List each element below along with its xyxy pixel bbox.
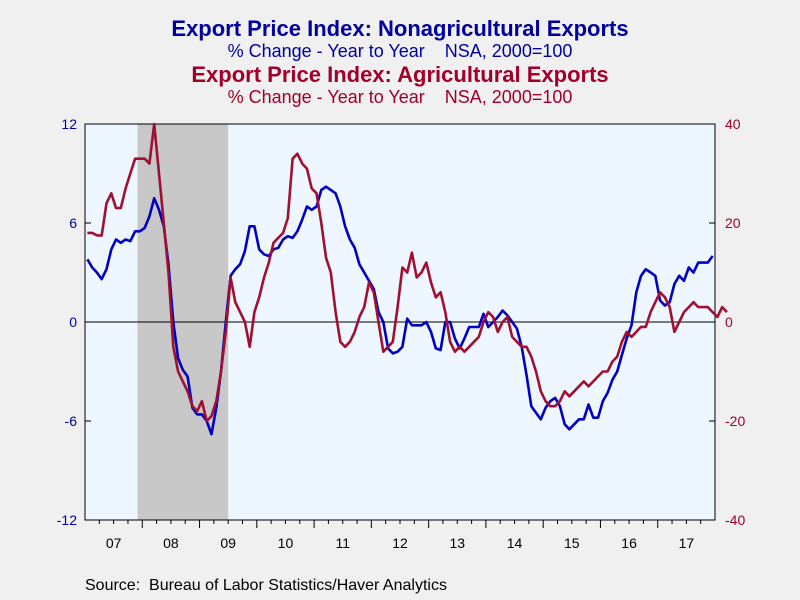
right-axis-tick-label: -40 [725,512,745,528]
left-axis-tick-label: 0 [69,314,77,330]
right-axis-tick-label: 20 [725,215,741,231]
x-axis-tick-label: 15 [564,535,580,551]
chart-subtitle: % Change - Year to Year NSA, 2000=100 [227,41,573,61]
x-axis-tick-label: 08 [163,535,179,551]
x-axis-tick-label: 17 [679,535,695,551]
right-axis-tick-label: -20 [725,413,745,429]
left-axis-tick-label: 6 [69,215,77,231]
left-axis-tick-label: -12 [57,512,77,528]
right-axis-tick-label: 40 [725,116,741,132]
x-axis-tick-label: 10 [278,535,294,551]
x-axis-tick-label: 11 [335,535,350,551]
chart-subtitle-2: % Change - Year to Year NSA, 2000=100 [227,87,573,107]
x-axis-tick-label: 07 [106,535,122,551]
chart-title-2: Export Price Index: Agricultural Exports [191,62,609,87]
series-line-agricultural [87,122,728,423]
chart-title: Export Price Index: Nonagricultural Expo… [171,16,629,41]
x-axis-tick-label: 16 [621,535,637,551]
left-axis-tick-label: -6 [65,413,78,429]
x-axis-tick-label: 09 [220,535,236,551]
x-axis-tick-label: 12 [392,535,408,551]
left-axis-tick-label: 12 [61,116,77,132]
x-axis-tick-label: 14 [507,535,523,551]
right-axis-tick-label: 0 [725,314,733,330]
x-axis-tick-label: 13 [449,535,465,551]
source-note: Source: Bureau of Labor Statistics/Haver… [85,577,447,594]
